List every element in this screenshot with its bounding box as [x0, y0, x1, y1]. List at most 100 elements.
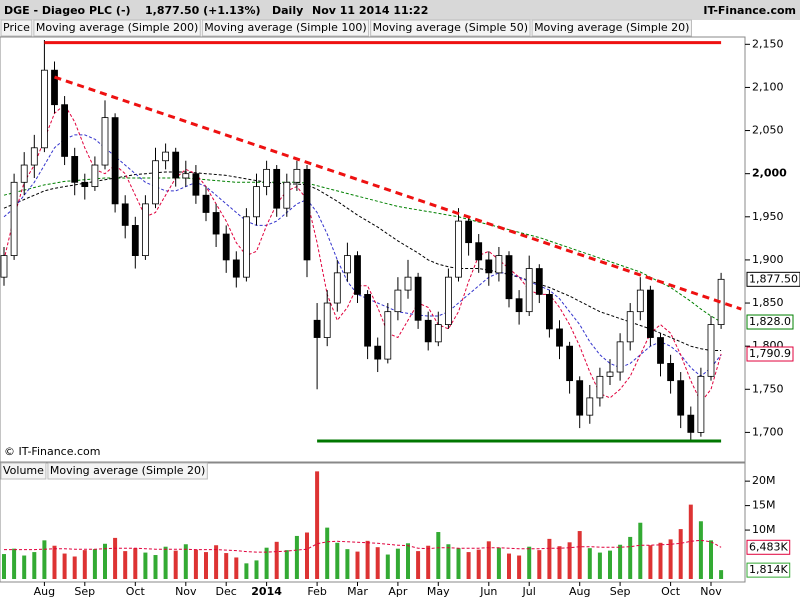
volume-bar	[264, 547, 269, 579]
volume-bar	[436, 532, 441, 579]
volume-bar	[496, 547, 501, 579]
volume-bar	[587, 548, 592, 579]
x-tick-label: Jun	[479, 585, 497, 598]
y-tick-label: 20M	[752, 474, 776, 487]
candle-body	[525, 268, 533, 313]
volume-bar	[719, 570, 724, 579]
x-tick-label: Feb	[307, 585, 326, 598]
x-tick-label: Nov	[700, 585, 722, 598]
legend-entry: Volume	[3, 464, 44, 477]
header-brand: IT-Finance.com	[703, 4, 796, 17]
legend-entry: Moving average (Simple 20)	[50, 464, 205, 477]
volume-bar	[456, 548, 461, 579]
candle-body	[141, 203, 149, 257]
legend-box	[33, 19, 201, 37]
candle-body	[222, 233, 230, 261]
watermark: © IT-Finance.com	[4, 445, 101, 458]
volume-bar	[375, 547, 380, 579]
candle-body	[374, 345, 382, 360]
candle-body	[273, 168, 281, 209]
volume-bar	[567, 542, 572, 579]
volume-bar	[597, 552, 602, 579]
volume-bar	[345, 549, 350, 579]
volume-bar	[668, 539, 673, 579]
volume-bar	[72, 556, 77, 579]
volume-bar	[698, 521, 703, 579]
volume-bar	[305, 532, 309, 579]
legend-box	[47, 462, 208, 480]
value-label-box	[746, 539, 791, 555]
candle-body	[546, 294, 553, 330]
volume-bar	[82, 550, 87, 579]
x-tick-label: Jul	[522, 585, 536, 598]
volume-bar	[618, 544, 623, 579]
volume-bar	[658, 542, 663, 579]
candle-body	[162, 151, 170, 162]
candle-body	[20, 164, 28, 183]
candle-body	[0, 255, 8, 278]
moving-average-line	[3, 134, 722, 377]
volume-bar	[274, 541, 279, 579]
volume-bar	[204, 552, 208, 579]
value-label-box	[746, 346, 794, 362]
volume-bar	[244, 563, 249, 579]
candle-body	[182, 173, 190, 179]
legend-entry: Moving average (Simple 50)	[373, 21, 528, 34]
volume-bar	[173, 550, 178, 579]
volume-bar	[12, 548, 17, 579]
candle-body	[333, 272, 341, 304]
volume-bar	[325, 527, 330, 579]
candle-body	[657, 337, 664, 364]
volume-bar	[335, 542, 340, 579]
x-tick-label: Oct	[661, 585, 681, 598]
candle-body	[576, 380, 584, 416]
header-bar	[0, 0, 800, 20]
volume-bar	[466, 552, 471, 579]
candle-body	[586, 397, 594, 416]
candle-body	[414, 276, 422, 321]
y-tick-label: 15M	[752, 499, 776, 512]
legend-entry: Moving average (Simple 20)	[534, 21, 689, 34]
legend-entry: Price	[3, 21, 30, 34]
candle-body	[293, 168, 301, 183]
x-tick-label: Sep	[74, 585, 95, 598]
legend-entry: Moving average (Simple 100)	[204, 21, 366, 34]
value-label-box	[746, 314, 794, 330]
candle-body	[303, 168, 311, 261]
candle-body	[535, 268, 543, 295]
volume-bar	[214, 545, 219, 579]
legend-box	[0, 462, 47, 480]
candle-body	[354, 255, 361, 295]
candle-body	[51, 69, 58, 106]
volume-bar	[92, 549, 97, 579]
y-tick-label: 1,750	[752, 382, 784, 395]
candle-body	[253, 186, 260, 218]
candle-body	[626, 311, 634, 343]
candle-body	[697, 375, 705, 433]
moving-average-line	[3, 103, 722, 404]
candle-body	[515, 298, 523, 313]
y-tick-label: 2,100	[752, 80, 784, 93]
volume-bar	[385, 554, 390, 579]
candle-body	[152, 160, 159, 205]
volume-bar	[52, 545, 57, 579]
candle-body	[495, 255, 503, 274]
candle-body	[41, 69, 48, 149]
value-label: 6,483K	[749, 540, 788, 553]
candle-body	[687, 414, 695, 433]
x-tick-label: May	[427, 585, 450, 598]
volume-bar	[547, 538, 552, 579]
volume-panel	[0, 462, 746, 583]
candle-body	[10, 181, 18, 257]
x-tick-label: Aug	[569, 585, 590, 598]
x-tick-label: 2014	[251, 585, 282, 598]
candle-body	[566, 345, 573, 382]
x-tick-label: Mar	[347, 585, 368, 598]
volume-bar	[2, 554, 6, 579]
legend-box	[531, 19, 692, 37]
candle-body	[121, 203, 129, 226]
candle-body	[384, 311, 392, 360]
candle-body	[364, 294, 372, 347]
volume-bar	[183, 544, 188, 579]
